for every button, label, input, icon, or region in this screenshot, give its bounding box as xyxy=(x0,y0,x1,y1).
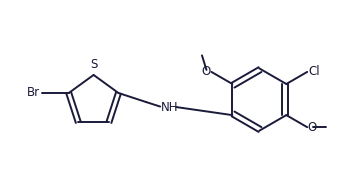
Text: O: O xyxy=(202,65,211,78)
Text: NH: NH xyxy=(161,101,179,114)
Text: O: O xyxy=(308,121,317,134)
Text: Br: Br xyxy=(27,86,40,100)
Text: Cl: Cl xyxy=(309,65,320,78)
Text: S: S xyxy=(90,58,97,71)
